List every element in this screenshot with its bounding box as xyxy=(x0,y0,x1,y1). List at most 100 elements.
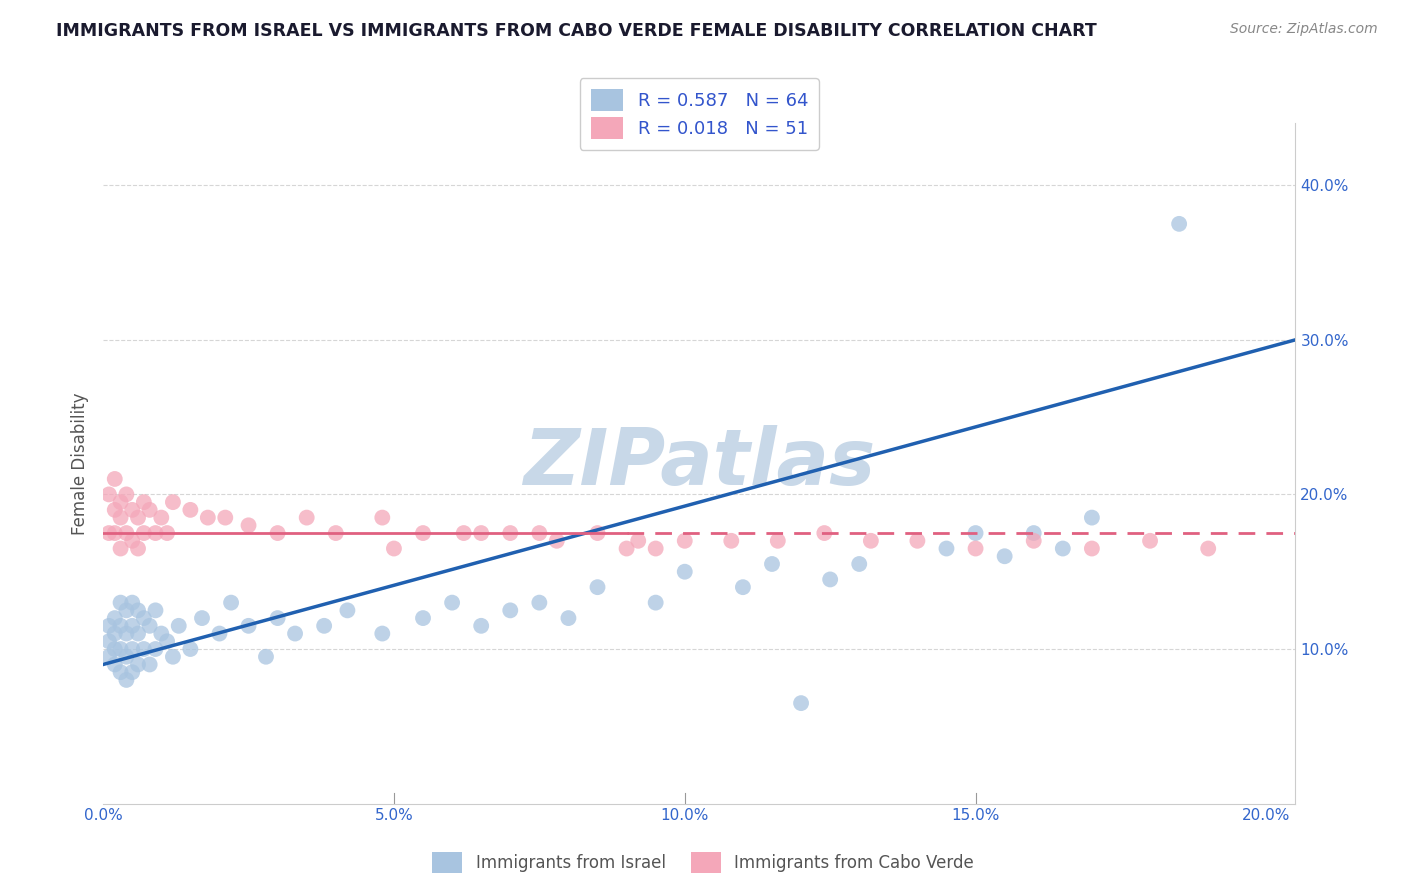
Point xyxy=(254,649,277,664)
Point xyxy=(127,603,149,617)
Point xyxy=(766,533,789,548)
Point xyxy=(127,510,149,524)
Point xyxy=(115,649,138,664)
Point xyxy=(97,634,120,648)
Point xyxy=(761,557,783,571)
Point xyxy=(935,541,957,556)
Point xyxy=(138,619,160,633)
Point xyxy=(179,642,201,657)
Point xyxy=(121,596,143,610)
Point xyxy=(586,580,609,594)
Point xyxy=(965,526,987,541)
Text: IMMIGRANTS FROM ISRAEL VS IMMIGRANTS FROM CABO VERDE FEMALE DISABILITY CORRELATI: IMMIGRANTS FROM ISRAEL VS IMMIGRANTS FRO… xyxy=(56,22,1097,40)
Point xyxy=(110,510,132,524)
Point xyxy=(266,611,288,625)
Point xyxy=(295,510,318,524)
Text: ZIPatlas: ZIPatlas xyxy=(523,425,876,501)
Point xyxy=(121,642,143,657)
Point xyxy=(104,657,127,672)
Point xyxy=(167,619,190,633)
Point xyxy=(314,619,336,633)
Point xyxy=(813,526,835,541)
Point xyxy=(115,603,138,617)
Point xyxy=(150,626,173,640)
Point xyxy=(965,541,987,556)
Point xyxy=(371,510,394,524)
Point xyxy=(546,533,568,548)
Point xyxy=(127,541,149,556)
Point xyxy=(162,649,184,664)
Point xyxy=(499,526,522,541)
Point xyxy=(115,487,138,501)
Point xyxy=(138,503,160,517)
Point xyxy=(104,503,127,517)
Point xyxy=(97,619,120,633)
Point xyxy=(104,642,127,657)
Point xyxy=(266,526,288,541)
Point xyxy=(529,526,551,541)
Point xyxy=(110,495,132,509)
Point xyxy=(97,649,120,664)
Point xyxy=(132,611,155,625)
Point xyxy=(150,510,173,524)
Point xyxy=(818,573,841,587)
Point xyxy=(110,596,132,610)
Point xyxy=(673,565,696,579)
Point xyxy=(731,580,754,594)
Point xyxy=(627,533,650,548)
Point xyxy=(470,526,492,541)
Point xyxy=(529,596,551,610)
Point xyxy=(1022,526,1045,541)
Point xyxy=(110,541,132,556)
Point xyxy=(644,596,666,610)
Text: Source: ZipAtlas.com: Source: ZipAtlas.com xyxy=(1230,22,1378,37)
Point xyxy=(499,603,522,617)
Point xyxy=(284,626,307,640)
Point xyxy=(238,518,260,533)
Point xyxy=(110,642,132,657)
Point xyxy=(104,526,127,541)
Point xyxy=(138,657,160,672)
Point xyxy=(441,596,464,610)
Point xyxy=(616,541,638,556)
Point xyxy=(848,557,870,571)
Point xyxy=(905,533,928,548)
Point xyxy=(127,626,149,640)
Point xyxy=(1139,533,1161,548)
Point xyxy=(132,642,155,657)
Point xyxy=(110,665,132,680)
Point xyxy=(121,503,143,517)
Point xyxy=(156,634,179,648)
Point xyxy=(790,696,813,710)
Y-axis label: Female Disability: Female Disability xyxy=(72,392,89,534)
Point xyxy=(162,495,184,509)
Point xyxy=(325,526,347,541)
Point xyxy=(994,549,1017,564)
Point xyxy=(644,541,666,556)
Point xyxy=(371,626,394,640)
Point xyxy=(104,611,127,625)
Point xyxy=(238,619,260,633)
Point xyxy=(557,611,579,625)
Point xyxy=(179,503,201,517)
Point xyxy=(1168,217,1191,231)
Legend: R = 0.587   N = 64, R = 0.018   N = 51: R = 0.587 N = 64, R = 0.018 N = 51 xyxy=(579,78,818,150)
Point xyxy=(121,533,143,548)
Point xyxy=(145,642,167,657)
Point xyxy=(110,619,132,633)
Point xyxy=(121,665,143,680)
Point xyxy=(156,526,179,541)
Point xyxy=(97,487,120,501)
Point xyxy=(104,472,127,486)
Point xyxy=(145,526,167,541)
Legend: Immigrants from Israel, Immigrants from Cabo Verde: Immigrants from Israel, Immigrants from … xyxy=(426,846,980,880)
Point xyxy=(586,526,609,541)
Point xyxy=(412,526,434,541)
Point xyxy=(219,596,242,610)
Point xyxy=(453,526,475,541)
Point xyxy=(97,526,120,541)
Point xyxy=(104,626,127,640)
Point xyxy=(132,495,155,509)
Point xyxy=(1022,533,1045,548)
Point xyxy=(214,510,236,524)
